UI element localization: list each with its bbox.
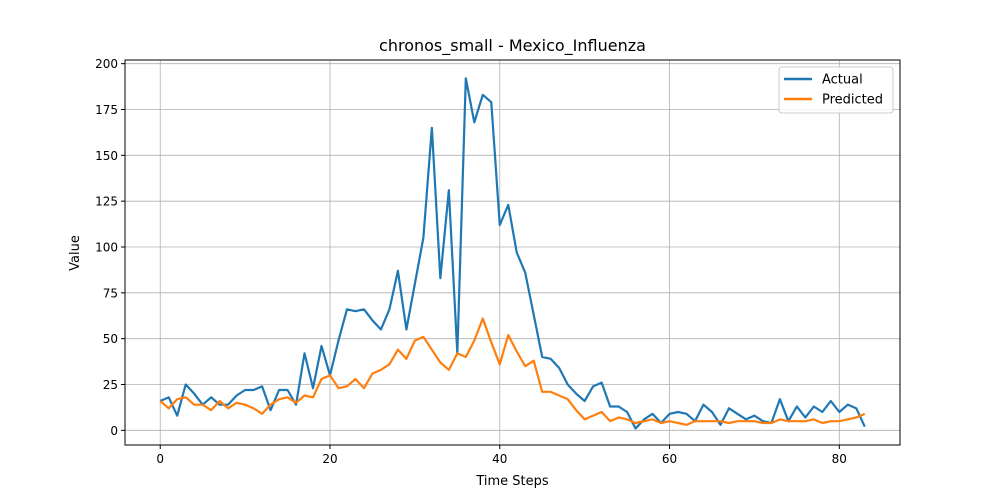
y-tick-label: 25 <box>103 378 118 392</box>
legend-label-predicted: Predicted <box>822 93 883 108</box>
y-tick-label: 200 <box>95 57 118 71</box>
y-tick-label: 0 <box>110 424 118 438</box>
y-tick-label: 125 <box>95 195 118 209</box>
axis-ticks: 0 20 40 60 80 0 25 50 75 100 125 150 175 200 <box>95 57 847 466</box>
series-line-predicted <box>159 317 866 426</box>
plot-frame <box>124 59 901 446</box>
y-tick-label: 150 <box>95 149 118 163</box>
y-axis-label: Value <box>68 235 83 271</box>
x-axis-label: Time Steps <box>475 474 549 489</box>
series-lines <box>159 77 866 430</box>
series-line-actual <box>159 77 866 430</box>
legend: Actual Predicted <box>778 66 894 114</box>
legend-label-actual: Actual <box>822 73 863 88</box>
chart-title: chronos_small - Mexico_Influenza <box>379 36 646 56</box>
x-tick-label: 40 <box>492 452 507 466</box>
x-tick-label: 80 <box>832 452 847 466</box>
y-tick-label: 75 <box>103 286 118 300</box>
y-tick-label: 100 <box>95 241 118 255</box>
x-tick-label: 0 <box>156 452 164 466</box>
x-tick-label: 20 <box>322 452 337 466</box>
x-tick-label: 60 <box>662 452 677 466</box>
y-tick-label: 50 <box>103 332 118 346</box>
grid <box>125 60 900 445</box>
y-tick-label: 175 <box>95 103 118 117</box>
